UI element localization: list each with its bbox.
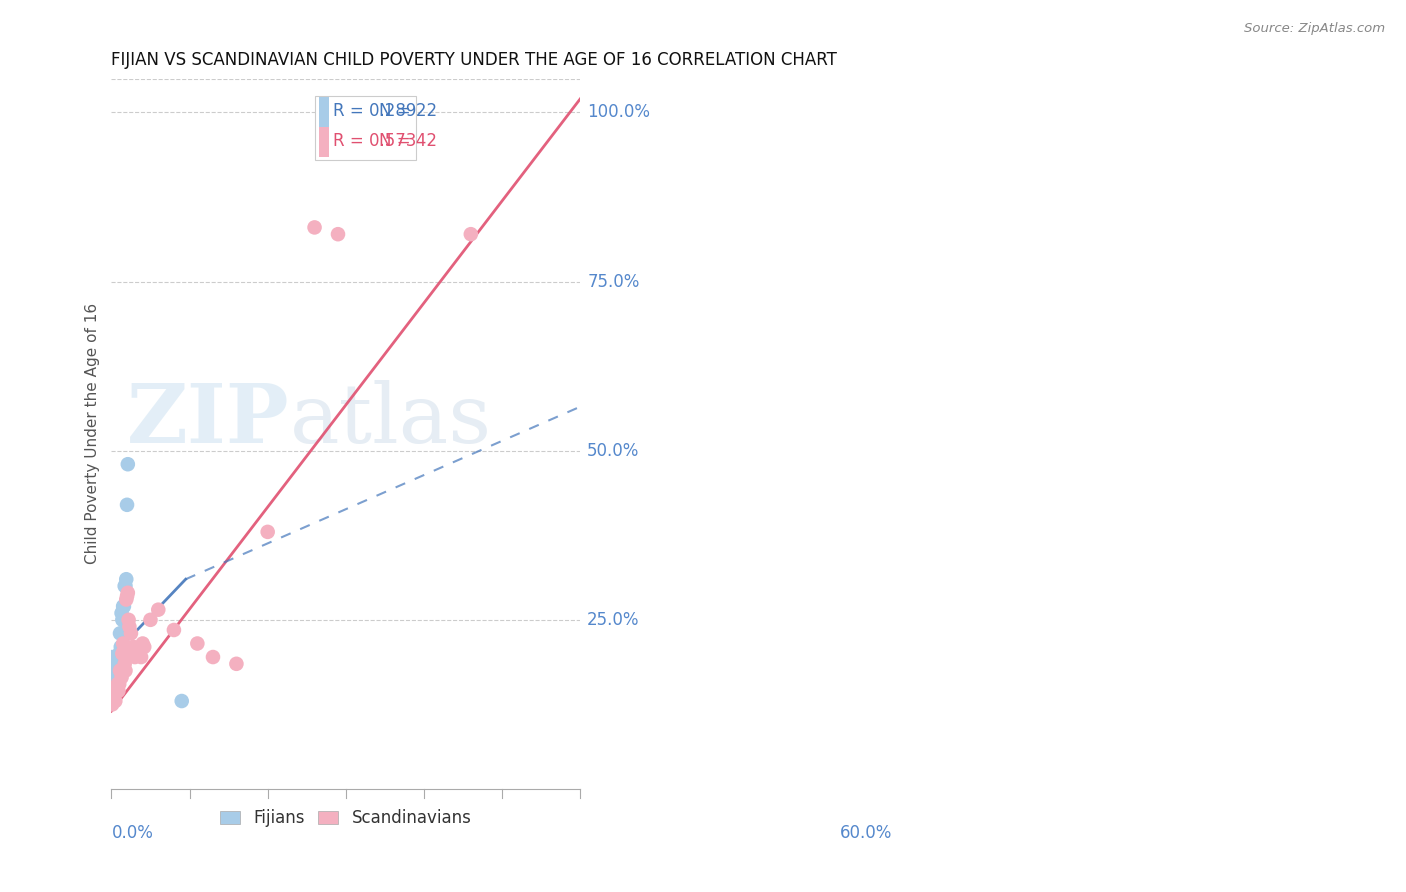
Point — [101, 650, 124, 665]
Point — [112, 636, 135, 650]
Point — [103, 687, 125, 701]
Point — [460, 227, 482, 242]
FancyBboxPatch shape — [319, 97, 329, 127]
Point — [107, 684, 129, 698]
Point — [103, 664, 125, 678]
Point — [110, 640, 132, 654]
Point — [124, 650, 146, 665]
Point — [304, 220, 326, 235]
Point — [120, 626, 142, 640]
Text: ZIP: ZIP — [127, 380, 290, 459]
Point — [108, 677, 131, 691]
Point — [103, 687, 125, 701]
Y-axis label: Child Poverty Under the Age of 16: Child Poverty Under the Age of 16 — [86, 303, 100, 565]
Point — [108, 647, 131, 661]
Point — [115, 589, 138, 603]
FancyBboxPatch shape — [315, 96, 416, 161]
Point — [110, 664, 132, 678]
Point — [359, 102, 381, 116]
Text: R = 0.289: R = 0.289 — [333, 103, 416, 120]
Point — [112, 643, 135, 657]
Text: FIJIAN VS SCANDINAVIAN CHILD POVERTY UNDER THE AGE OF 16 CORRELATION CHART: FIJIAN VS SCANDINAVIAN CHILD POVERTY UND… — [111, 51, 838, 69]
Text: 100.0%: 100.0% — [588, 103, 650, 121]
Text: 50.0%: 50.0% — [588, 442, 640, 459]
FancyBboxPatch shape — [319, 128, 329, 157]
Point — [103, 664, 125, 678]
Point — [108, 664, 131, 678]
Point — [186, 636, 208, 650]
Text: 0.0%: 0.0% — [111, 824, 153, 843]
Point — [101, 698, 124, 712]
Text: 75.0%: 75.0% — [588, 273, 640, 291]
Point — [225, 657, 247, 671]
Point — [163, 623, 186, 637]
Text: atlas: atlas — [290, 380, 492, 459]
Point — [131, 636, 153, 650]
Point — [112, 599, 135, 614]
Point — [104, 694, 127, 708]
Point — [107, 664, 129, 678]
Point — [111, 613, 134, 627]
Point — [110, 606, 132, 620]
Point — [114, 579, 136, 593]
Point — [105, 650, 128, 665]
Point — [107, 677, 129, 691]
Point — [115, 592, 138, 607]
Point — [117, 586, 139, 600]
Text: N = 42: N = 42 — [378, 132, 437, 151]
Point — [105, 670, 128, 684]
Point — [117, 457, 139, 471]
Point — [125, 643, 148, 657]
Point — [111, 647, 134, 661]
Point — [104, 664, 127, 678]
Point — [114, 579, 136, 593]
Point — [326, 227, 349, 242]
Point — [105, 681, 128, 695]
Point — [128, 647, 150, 661]
Text: 25.0%: 25.0% — [588, 611, 640, 629]
Point — [108, 626, 131, 640]
Text: Source: ZipAtlas.com: Source: ZipAtlas.com — [1244, 22, 1385, 36]
Point — [112, 599, 135, 614]
Text: N = 22: N = 22 — [378, 103, 437, 120]
Point — [110, 670, 132, 684]
Point — [117, 613, 139, 627]
Point — [107, 657, 129, 671]
Point — [201, 650, 224, 665]
Point — [139, 613, 162, 627]
Point — [122, 640, 145, 654]
Point — [118, 619, 141, 633]
Point — [256, 524, 278, 539]
Point — [170, 694, 193, 708]
Text: 60.0%: 60.0% — [841, 824, 893, 843]
Text: R = 0.573: R = 0.573 — [333, 132, 416, 151]
Legend: Fijians, Scandinavians: Fijians, Scandinavians — [214, 803, 478, 834]
Point — [114, 664, 136, 678]
Point — [134, 640, 156, 654]
Point — [105, 681, 128, 695]
Point — [115, 572, 138, 586]
Point — [115, 498, 138, 512]
Point — [114, 657, 136, 671]
Point — [101, 657, 124, 671]
Point — [129, 650, 152, 665]
Point — [101, 694, 124, 708]
Point — [148, 603, 170, 617]
